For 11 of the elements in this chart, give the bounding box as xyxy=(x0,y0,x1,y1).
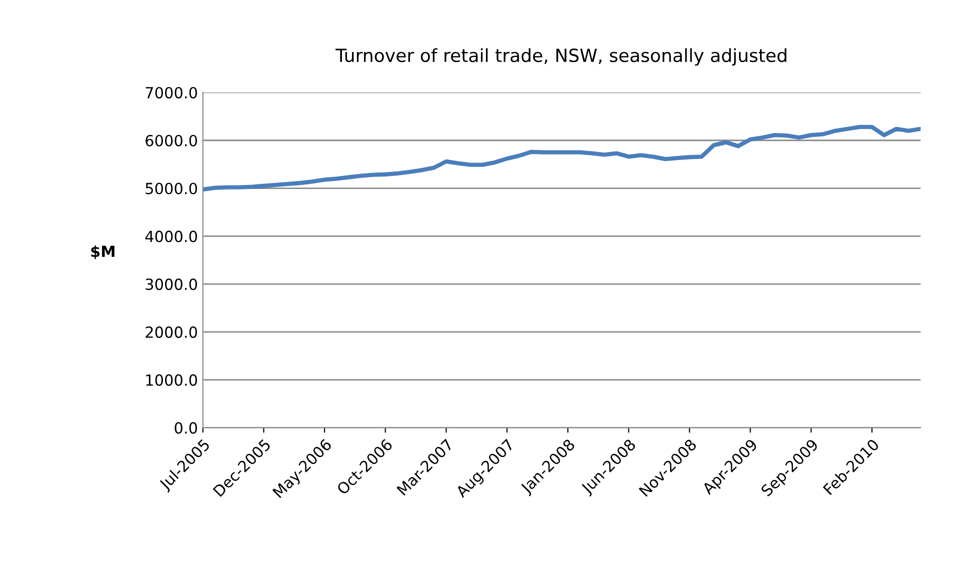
y-axis-title: $M xyxy=(91,245,114,260)
y-tick-label: 7000.0 xyxy=(146,86,198,98)
y-tick-label: 4000.0 xyxy=(145,230,198,242)
y-tick-label: 1000.0 xyxy=(146,374,198,386)
line-series xyxy=(202,124,921,192)
chart-title: Turnover of retail trade, NSW, seasonally adjusted xyxy=(335,48,786,66)
y-tick-label: 6000.0 xyxy=(146,134,198,146)
y-tick-label: 0.0 xyxy=(174,422,198,434)
y-tick-label: 3000.0 xyxy=(146,278,198,290)
y-tick-label: 2000.0 xyxy=(146,326,198,338)
y-tick-label: 5000.0 xyxy=(146,182,198,194)
